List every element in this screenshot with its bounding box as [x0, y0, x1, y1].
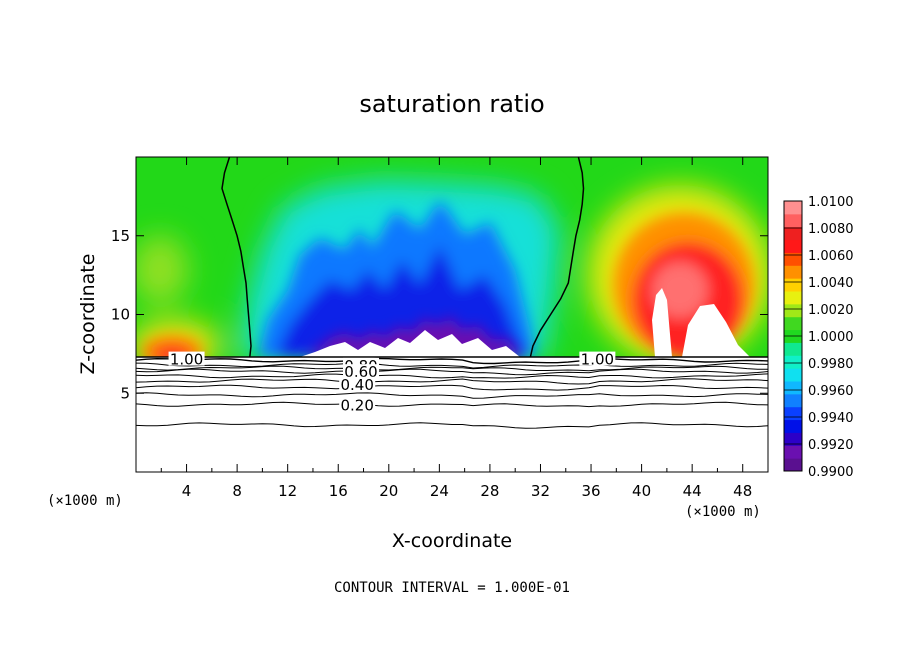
contour-line — [135, 357, 769, 365]
x-tick-label: 20 — [379, 482, 398, 500]
colorbar-label: 0.9980 — [808, 357, 854, 372]
contour-label-bg — [339, 397, 376, 412]
colorbar-swatch — [784, 458, 802, 472]
contour-label-bg — [339, 376, 376, 391]
colorbar-swatch — [784, 368, 802, 382]
colorbar-label: 1.0020 — [808, 303, 854, 318]
x-tick-label: 8 — [232, 482, 242, 500]
x-tick-label: 16 — [329, 482, 348, 500]
colorbar-swatch — [784, 226, 802, 241]
contour-line — [135, 373, 769, 379]
contour-lines — [135, 356, 769, 429]
x-tick-label: 24 — [430, 482, 449, 500]
colorbar-label: 1.0080 — [808, 222, 854, 237]
contour-label: 0.40 — [340, 376, 373, 394]
colorbar-swatch — [784, 393, 802, 408]
colorbar-label: 0.9920 — [808, 438, 854, 453]
contour-line — [135, 362, 769, 369]
contour-line — [135, 392, 769, 399]
colorbar-swatch — [784, 278, 802, 292]
y-tick-label: 15 — [111, 227, 130, 245]
colorbar-label: 0.9960 — [808, 384, 854, 399]
colorbar-swatch — [784, 265, 802, 279]
saturation-boundary-line — [529, 156, 585, 358]
contour-line — [135, 368, 769, 376]
colorbar-swatch — [784, 252, 802, 266]
x-tick-label: 12 — [278, 482, 297, 500]
x-tick-label: 36 — [581, 482, 600, 500]
colorbar-swatch — [784, 201, 802, 215]
colorbar-swatch — [784, 213, 802, 228]
contour-line — [135, 401, 769, 408]
colorbar-swatch — [784, 381, 802, 395]
x-tick-label: 4 — [182, 482, 192, 500]
x-axis: 4 8 12 16 20 24 28 32 36 40 44 48 — [160, 157, 752, 500]
contour-interval-footer: CONTOUR INTERVAL = 1.000E-01 — [334, 580, 570, 596]
contour-label: 0.20 — [340, 396, 373, 414]
chart-title: saturation ratio — [359, 90, 544, 118]
contour-label-bg — [168, 351, 205, 366]
y-axis-label: Z-coordinate — [77, 254, 99, 375]
contour-label: 0.60 — [344, 363, 377, 381]
x-tick-label: 48 — [733, 482, 752, 500]
colorbar-swatch — [784, 342, 802, 356]
y-tick-label: 5 — [120, 384, 130, 402]
colorbar-label: 1.0060 — [808, 249, 854, 264]
colorbar-swatch — [784, 445, 802, 459]
contour-label-bg — [579, 351, 616, 366]
saturation-boundaries — [221, 156, 585, 358]
y-tick-label: 10 — [111, 306, 130, 324]
y-axis: 5 10 15 — [111, 227, 768, 402]
x-tick-label: 32 — [531, 482, 550, 500]
colorbar-swatch — [784, 316, 802, 331]
contour-line — [135, 378, 769, 385]
saturation-boundary-line — [221, 156, 252, 358]
contour-label: 1.00 — [170, 351, 203, 369]
colorbar-label: 0.9900 — [808, 465, 854, 480]
x-axis-label: X-coordinate — [392, 530, 512, 552]
colorbar-label: 1.0000 — [808, 330, 854, 345]
colorbar-label: 1.0040 — [808, 276, 854, 291]
contour-line — [135, 384, 769, 391]
colorbar: 1.0100 1.0080 1.0060 1.0040 1.0020 1.0000 0.99… — [783, 195, 854, 480]
colorbar-label: 0.9940 — [808, 411, 854, 426]
colorbar-swatch — [784, 419, 802, 433]
contour-line — [135, 365, 768, 372]
x-unit-left: (×1000 m) — [47, 493, 123, 509]
colorbar-label: 1.0100 — [808, 195, 854, 210]
cloud-region — [300, 330, 520, 357]
contour-label-bg — [342, 364, 379, 379]
saturation-field — [136, 157, 768, 357]
contour-label: 1.00 — [581, 351, 614, 369]
colorbar-swatch — [784, 303, 802, 318]
colorbar-swatch — [784, 355, 802, 369]
x-tick-label: 40 — [632, 482, 651, 500]
colorbar-swatch — [784, 432, 802, 446]
contour-line — [135, 422, 769, 429]
x-unit-right: (×1000 m) — [685, 504, 761, 520]
x-tick-label: 28 — [480, 482, 499, 500]
colorbar-swatch — [784, 239, 802, 253]
cloud-gap-right — [652, 288, 672, 357]
colorbar-swatch — [784, 406, 802, 421]
contour-labels: 1.001.000.800.600.400.20 — [168, 351, 616, 414]
x-tick-label: 44 — [683, 482, 702, 500]
colorbar-swatch — [784, 291, 802, 305]
